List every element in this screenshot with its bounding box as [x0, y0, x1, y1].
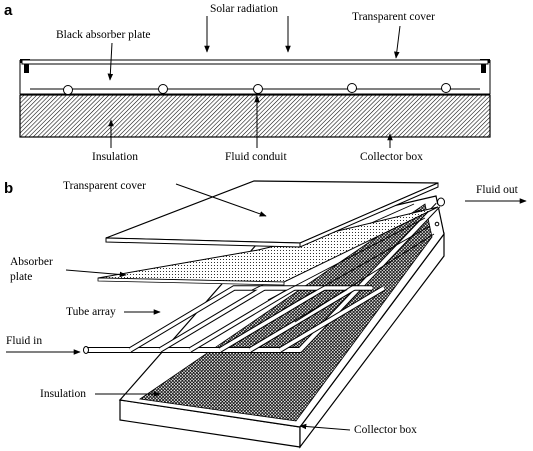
absorber-pointer-a: [107, 42, 114, 81]
box-hole: [434, 221, 440, 227]
label-collector-box-a: Collector box: [360, 151, 423, 163]
fluid-conduit-4: [347, 83, 357, 93]
label-transparent-cover-b: Transparent cover: [63, 180, 146, 192]
label-black-absorber-plate: Black absorber plate: [56, 29, 151, 41]
label-insulation-a: Insulation: [92, 151, 138, 163]
label-fluid-conduit: Fluid conduit: [225, 151, 287, 163]
label-fluid-in: Fluid in: [6, 335, 42, 347]
label-absorber-line1: Absorber: [10, 256, 53, 268]
label-tube-array: Tube array: [66, 306, 116, 318]
panel-a-letter: a: [4, 2, 13, 19]
fluid-in-port: [83, 346, 89, 354]
fluid-conduit-3: [253, 84, 263, 94]
cover-pointer-b: [175, 183, 267, 217]
panel-a-cross-section: [19, 59, 491, 138]
fluid-conduit-5: [441, 83, 451, 93]
collector-box-pointer-b: [299, 423, 351, 431]
label-fluid-out: Fluid out: [476, 184, 519, 196]
frame-clip-left: [24, 63, 29, 73]
transparent-cover-a: [21, 59, 489, 65]
label-transparent-cover-a: Transparent cover: [352, 11, 435, 23]
label-solar-radiation: Solar radiation: [210, 3, 278, 15]
label-collector-box-b: Collector box: [354, 424, 417, 436]
panel-b-letter: b: [4, 180, 13, 197]
fluid-out-port: [437, 197, 445, 207]
label-insulation-b: Insulation: [40, 388, 86, 400]
cover-pointer-a: [394, 25, 401, 59]
insulation-a: [19, 94, 491, 138]
absorber-pointer-b: [65, 269, 127, 278]
frame-clip-right: [481, 63, 486, 73]
label-absorber-line2: plate: [10, 271, 32, 283]
fluid-conduit-1: [63, 85, 73, 95]
fluid-conduit-2: [158, 84, 168, 94]
